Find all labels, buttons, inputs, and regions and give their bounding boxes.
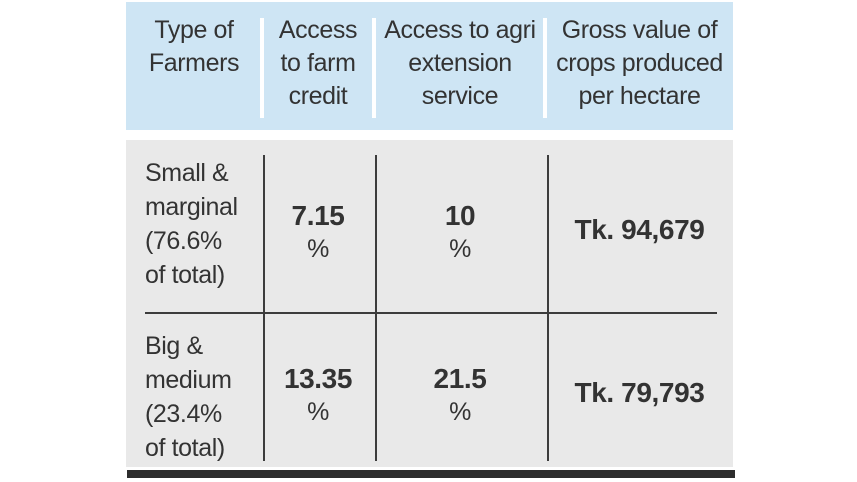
table-row-big-medium: Big & medium (23.4% of total) 13.35 % 21… <box>126 313 733 467</box>
cell-agri-extension: 10 % <box>374 140 546 313</box>
cell-gross-value: Tk. 79,793 <box>574 377 705 408</box>
cell-gross-value: Tk. 94,679 <box>574 213 705 245</box>
agri-extension-unit: % <box>449 234 471 263</box>
body-column-divider <box>375 155 377 461</box>
column-header-farm-credit: Access to farm credit <box>278 16 358 110</box>
cell-agri-extension: 21.5 % <box>374 313 546 467</box>
farm-credit-value: 7.15 <box>291 199 345 231</box>
row-separator-line <box>145 312 717 314</box>
agri-extension-value: 21.5 <box>433 363 487 394</box>
header-column-divider <box>543 18 547 118</box>
cell-farm-credit: 13.35 % <box>262 313 374 467</box>
column-header-gross-value: Gross value of crops produced per hectar… <box>556 16 723 110</box>
farm-credit-unit: % <box>307 234 329 263</box>
cell-farmer-type: Small & marginal (76.6% of total) <box>145 159 238 289</box>
column-header-agri-extension: Access to agri extension service <box>384 16 536 110</box>
cell-farm-credit: 7.15 % <box>262 140 374 313</box>
table-body: Small & marginal (76.6% of total) 7.15 %… <box>126 140 733 467</box>
table-row-small-marginal: Small & marginal (76.6% of total) 7.15 %… <box>126 140 733 313</box>
agri-extension-unit: % <box>449 398 471 426</box>
cell-farmer-type: Big & medium (23.4% of total) <box>145 332 232 462</box>
farmers-table: Type of Farmers Access to farm credit Ac… <box>126 2 733 467</box>
agri-extension-value: 10 <box>444 199 476 231</box>
column-header-type-of-farmers: Type of Farmers <box>148 16 240 77</box>
body-column-divider <box>547 155 549 461</box>
farm-credit-value: 13.35 <box>283 363 353 394</box>
header-column-divider <box>372 18 376 118</box>
body-column-divider <box>263 155 265 461</box>
farm-credit-unit: % <box>307 398 329 426</box>
header-column-divider <box>260 18 264 118</box>
table-header-row: Type of Farmers Access to farm credit Ac… <box>126 2 733 130</box>
bottom-rule <box>127 470 735 478</box>
